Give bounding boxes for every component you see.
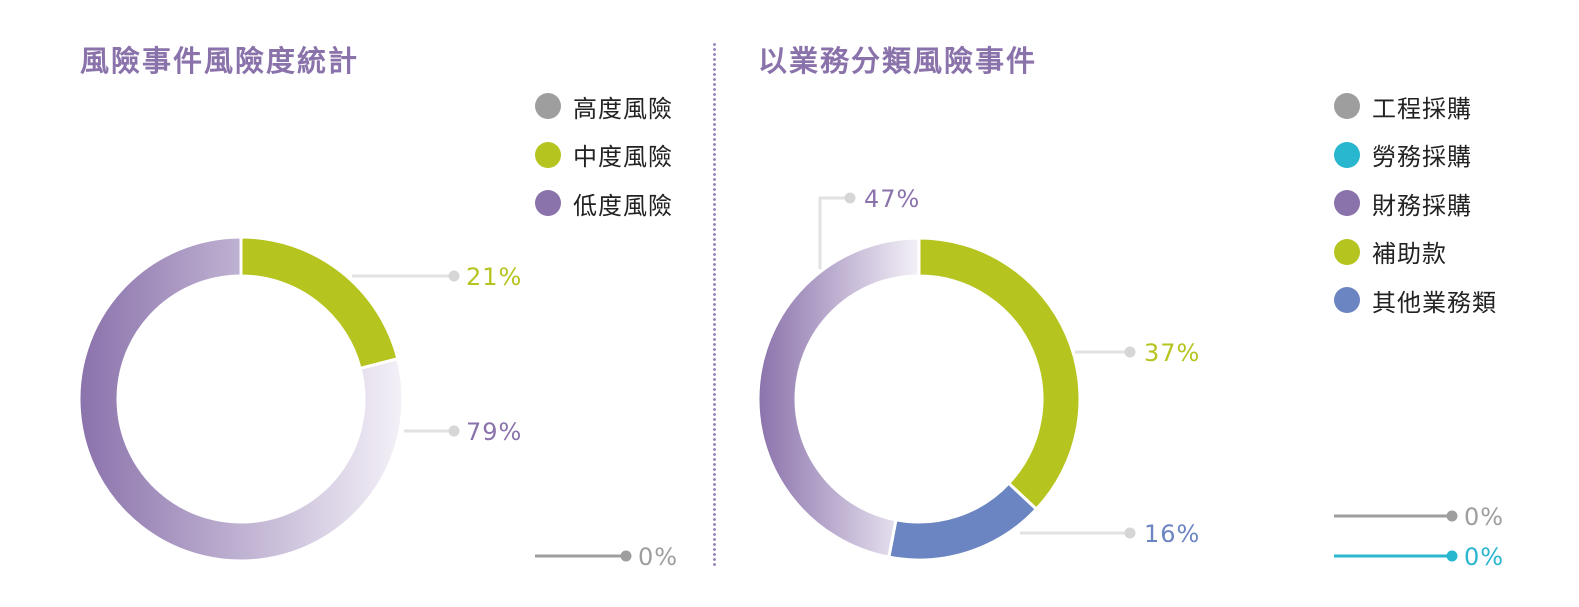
leader-dot <box>1446 510 1458 522</box>
legend-item-high-risk: 高度風險 <box>535 82 673 131</box>
risk-level-chart-panel: 風險事件風險度統計 21% 79% 0% 高度風險 中度風險 低度風險 <box>0 0 712 607</box>
legend-item-medium-risk: 中度風險 <box>535 131 673 180</box>
data-label: 0% <box>638 543 678 571</box>
legend-swatch <box>1334 287 1360 314</box>
legend-label: 其他業務類 <box>1372 288 1497 317</box>
legend-swatch <box>535 141 561 168</box>
data-label: 0% <box>1464 543 1504 571</box>
leader-dot <box>448 425 460 437</box>
legend-item-other-business: 其他業務類 <box>1334 276 1497 325</box>
data-label: 16% <box>1144 520 1200 548</box>
leader-dot <box>1446 550 1458 562</box>
data-label: 79% <box>466 418 522 446</box>
business-category-donut-chart: 47% 37% 16% 0% 0% <box>756 185 1504 571</box>
legend-label: 財務採購 <box>1372 191 1472 220</box>
data-label: 47% <box>864 185 920 213</box>
donut-slice-3 <box>917 236 1082 511</box>
legend-label: 中度風險 <box>573 143 673 172</box>
legend-item-low-risk: 低度風險 <box>535 179 673 228</box>
legend-label: 低度風險 <box>573 191 673 220</box>
legend-item-subsidy: 補助款 <box>1334 228 1497 277</box>
value-label-group: 47% <box>818 185 920 269</box>
value-label-group: 0% <box>535 543 678 571</box>
chart-title: 以業務分類風險事件 <box>758 44 1038 78</box>
data-label: 0% <box>1464 503 1504 531</box>
donut-slice-2 <box>756 236 921 559</box>
legend-swatch <box>1334 238 1360 265</box>
leader-dot <box>1124 346 1136 358</box>
business-category-chart-panel: 以業務分類風險事件 47% 37% 16% 0% 0% 工程採購 勞務採購 財務採購 補… <box>720 0 1579 607</box>
legend-label: 補助款 <box>1372 240 1447 269</box>
donut-slice-2 <box>77 235 405 563</box>
data-label: 21% <box>466 263 522 291</box>
chart-legend: 高度風險 中度風險 低度風險 <box>535 82 673 228</box>
value-label-group: 0% <box>1334 543 1504 571</box>
value-label-group: 21% <box>352 263 522 291</box>
legend-swatch <box>535 93 561 120</box>
legend-swatch <box>1334 190 1360 217</box>
value-label-group: 37% <box>1075 339 1200 367</box>
legend-item-service-procurement: 勞務採購 <box>1334 131 1497 180</box>
legend-label: 高度風險 <box>573 94 673 123</box>
dotted-divider <box>712 42 717 568</box>
leader-line <box>818 196 850 269</box>
leader-dot <box>844 192 856 204</box>
risk-level-donut-chart: 21% 79% 0% <box>77 235 678 571</box>
value-label-group: 16% <box>1020 520 1200 548</box>
donut-slice-4 <box>887 481 1038 562</box>
leader-dot <box>1124 527 1136 539</box>
legend-label: 工程採購 <box>1372 94 1472 123</box>
leader-dot <box>448 270 460 282</box>
leader-dot <box>620 550 632 562</box>
value-label-group: 79% <box>404 418 522 446</box>
legend-item-engineering-procurement: 工程採購 <box>1334 82 1497 131</box>
value-label-group: 0% <box>1334 503 1504 531</box>
data-label: 37% <box>1144 339 1200 367</box>
chart-legend: 工程採購 勞務採購 財務採購 補助款 其他業務類 <box>1334 82 1497 325</box>
donut-slice-1 <box>239 235 400 370</box>
legend-swatch <box>1334 141 1360 168</box>
legend-label: 勞務採購 <box>1372 143 1472 172</box>
legend-item-property-procurement: 財務採購 <box>1334 179 1497 228</box>
legend-swatch <box>1334 93 1360 120</box>
legend-swatch <box>535 190 561 217</box>
chart-title: 風險事件風險度統計 <box>80 44 360 78</box>
